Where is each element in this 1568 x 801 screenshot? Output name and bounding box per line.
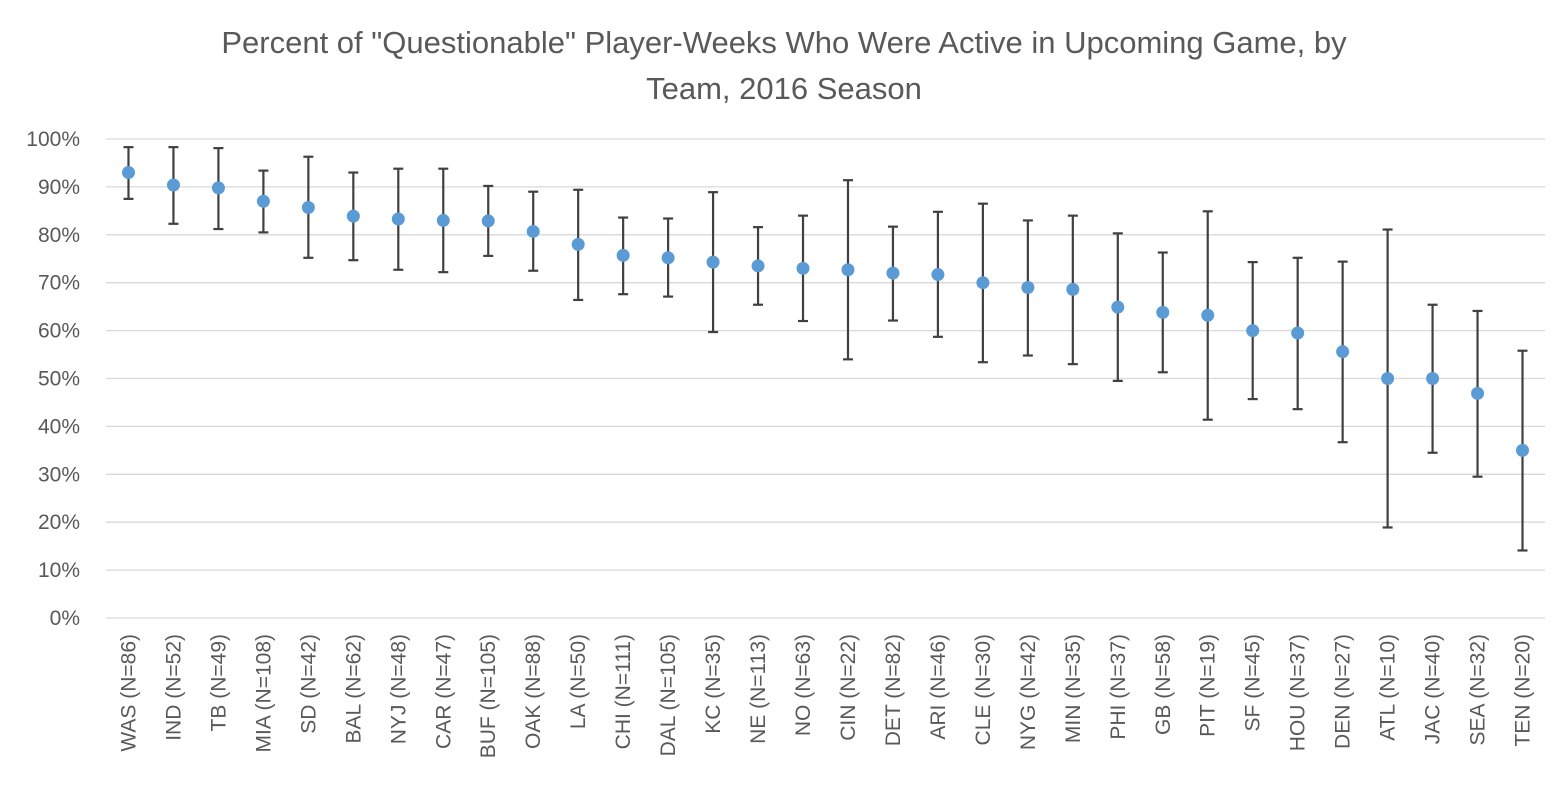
y-tick-label: 50% xyxy=(38,368,80,391)
data-point xyxy=(1336,345,1350,359)
x-tick-label: MIN (N=35) xyxy=(1062,634,1085,743)
x-tick-label: MIA (N=108) xyxy=(252,634,275,752)
data-point xyxy=(1156,305,1170,319)
y-tick-label: 40% xyxy=(38,415,80,438)
x-tick-label: SF (N=45) xyxy=(1242,634,1265,731)
data-point xyxy=(211,181,225,195)
data-point xyxy=(1381,372,1395,385)
data-point xyxy=(436,213,450,227)
x-tick-label: NYG (N=42) xyxy=(1017,634,1040,750)
x-tick-label: BUF (N=105) xyxy=(477,634,500,758)
data-point xyxy=(391,212,405,226)
data-point xyxy=(886,266,900,280)
x-tick-label: NE (N=113) xyxy=(747,634,770,744)
x-tick-label: HOU (N=37) xyxy=(1287,634,1310,751)
x-tick-label: NYJ (N=48) xyxy=(387,634,410,744)
data-point xyxy=(616,248,630,262)
data-point xyxy=(571,237,585,251)
y-tick-label: 0% xyxy=(50,607,80,630)
data-point xyxy=(301,200,315,214)
data-point xyxy=(481,214,495,228)
x-tick-label: SD (N=42) xyxy=(297,634,320,734)
chart-title-line-2: Team, 2016 Season xyxy=(646,71,922,106)
y-tick-label: 100% xyxy=(26,128,80,151)
x-tick-label: LA (N=50) xyxy=(567,634,590,729)
x-tick-label: WAS (N=86) xyxy=(117,634,140,752)
data-point xyxy=(1516,443,1530,457)
data-point xyxy=(1291,326,1305,340)
x-tick-label: PIT (N=19) xyxy=(1197,634,1220,737)
data-point xyxy=(1201,308,1215,322)
y-tick-label: 30% xyxy=(38,463,80,486)
data-point xyxy=(166,178,180,192)
data-point xyxy=(1246,324,1260,338)
x-tick-label: TB (N=49) xyxy=(207,634,230,731)
data-point xyxy=(1111,300,1125,314)
x-tick-label: DEN (N=27) xyxy=(1332,634,1355,749)
data-point xyxy=(931,268,945,282)
x-tick-label: KC (N=35) xyxy=(702,634,725,734)
chart-title-line-1: Percent of "Questionable" Player-Weeks W… xyxy=(221,25,1347,60)
x-tick-label: SEA (N=32) xyxy=(1467,634,1490,745)
x-tick-label: CAR (N=47) xyxy=(432,634,455,749)
y-tick-label: 60% xyxy=(38,320,80,343)
x-tick-label: ATL (N=10) xyxy=(1377,634,1400,741)
x-tick-label: DAL (N=105) xyxy=(657,634,680,756)
x-tick-label: GB (N=58) xyxy=(1152,634,1175,735)
data-point xyxy=(1021,280,1035,294)
data-point xyxy=(796,261,810,275)
x-tick-label: IND (N=52) xyxy=(162,634,185,741)
data-point xyxy=(256,194,270,208)
data-point xyxy=(976,276,990,290)
data-point xyxy=(1426,372,1440,385)
data-point xyxy=(661,251,675,265)
y-tick-label: 90% xyxy=(38,176,80,199)
x-tick-label: TEN (N=20) xyxy=(1512,634,1535,747)
data-point xyxy=(346,209,360,223)
x-tick-label: ARI (N=46) xyxy=(927,634,950,740)
chart-title: Percent of "Questionable" Player-Weeks W… xyxy=(0,20,1568,112)
data-point xyxy=(526,224,540,238)
x-tick-label: CLE (N=30) xyxy=(972,634,995,745)
data-point xyxy=(706,255,720,269)
y-tick-label: 20% xyxy=(38,511,80,534)
y-tick-label: 80% xyxy=(38,224,80,247)
x-tick-label: JAC (N=40) xyxy=(1422,634,1445,744)
data-point xyxy=(751,259,765,273)
data-point xyxy=(841,263,855,277)
y-tick-label: 10% xyxy=(38,559,80,582)
x-tick-label: CHI (N=111) xyxy=(612,634,635,749)
x-tick-label: DET (N=82) xyxy=(882,634,905,746)
x-tick-label: BAL (N=62) xyxy=(342,634,365,744)
y-tick-label: 70% xyxy=(38,272,80,295)
x-tick-label: NO (N=63) xyxy=(792,634,815,736)
x-tick-label: OAK (N=88) xyxy=(522,634,545,749)
data-point xyxy=(1066,282,1080,296)
data-point xyxy=(1471,386,1485,400)
x-tick-label: PHI (N=37) xyxy=(1107,634,1130,740)
data-point xyxy=(121,166,135,180)
x-tick-label: CIN (N=22) xyxy=(837,634,860,741)
